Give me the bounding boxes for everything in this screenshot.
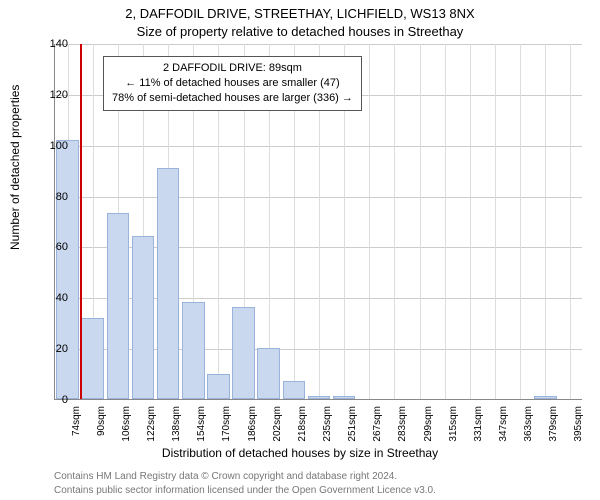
ytick-label: 40 (28, 292, 68, 304)
gridline-v (445, 44, 446, 399)
x-axis-label: Distribution of detached houses by size … (0, 446, 600, 460)
ytick-label: 140 (28, 38, 68, 50)
annotation-line: 2 DAFFODIL DRIVE: 89sqm (112, 61, 353, 76)
xtick-label: 170sqm (221, 406, 232, 446)
xtick-label: 218sqm (297, 406, 308, 446)
xtick-label: 315sqm (448, 406, 459, 446)
footer-copyright: Contains HM Land Registry data © Crown c… (54, 471, 397, 482)
xtick-label: 347sqm (498, 406, 509, 446)
xtick-label: 299sqm (423, 406, 434, 446)
annotation-line: ← 11% of detached houses are smaller (47… (112, 76, 353, 91)
xtick-label: 90sqm (96, 406, 107, 446)
histogram-bar (308, 396, 331, 399)
ytick-label: 80 (28, 191, 68, 203)
ytick-label: 120 (28, 89, 68, 101)
xtick-label: 267sqm (372, 406, 383, 446)
xtick-label: 331sqm (473, 406, 484, 446)
plot-area: 2 DAFFODIL DRIVE: 89sqm← 11% of detached… (54, 44, 582, 400)
histogram-bar (232, 307, 255, 399)
histogram-bar (107, 213, 130, 399)
gridline-v (394, 44, 395, 399)
xtick-label: 186sqm (247, 406, 258, 446)
gridline-v (570, 44, 571, 399)
histogram-bar (182, 302, 205, 399)
xtick-label: 283sqm (397, 406, 408, 446)
xtick-label: 363sqm (523, 406, 534, 446)
histogram-bar (81, 318, 104, 399)
histogram-bar (207, 374, 230, 399)
property-marker-line (80, 44, 82, 399)
xtick-label: 74sqm (71, 406, 82, 446)
histogram-bar (157, 168, 180, 399)
gridline-v (520, 44, 521, 399)
histogram-bar (132, 236, 155, 399)
histogram-bar (257, 348, 280, 399)
ytick-label: 0 (28, 394, 68, 406)
xtick-label: 251sqm (347, 406, 358, 446)
gridline-v (420, 44, 421, 399)
y-axis-label: Number of detached properties (8, 85, 22, 250)
xtick-label: 138sqm (171, 406, 182, 446)
histogram-bar (333, 396, 356, 399)
xtick-label: 122sqm (146, 406, 157, 446)
xtick-label: 154sqm (196, 406, 207, 446)
gridline-v (369, 44, 370, 399)
gridline-v (545, 44, 546, 399)
histogram-bar (283, 381, 306, 399)
ytick-label: 100 (28, 140, 68, 152)
ytick-label: 20 (28, 343, 68, 355)
chart-title: 2, DAFFODIL DRIVE, STREETHAY, LICHFIELD,… (0, 6, 600, 21)
xtick-label: 395sqm (573, 406, 584, 446)
ytick-label: 60 (28, 241, 68, 253)
footer-licence: Contains public sector information licen… (54, 485, 436, 496)
gridline-v (470, 44, 471, 399)
xtick-label: 379sqm (548, 406, 559, 446)
xtick-label: 202sqm (272, 406, 283, 446)
gridline-v (495, 44, 496, 399)
xtick-label: 235sqm (322, 406, 333, 446)
chart-subtitle: Size of property relative to detached ho… (0, 24, 600, 39)
annotation-box: 2 DAFFODIL DRIVE: 89sqm← 11% of detached… (103, 56, 362, 111)
annotation-line: 78% of semi-detached houses are larger (… (112, 91, 353, 106)
histogram-bar (56, 140, 79, 399)
xtick-label: 106sqm (121, 406, 132, 446)
histogram-bar (534, 396, 557, 399)
